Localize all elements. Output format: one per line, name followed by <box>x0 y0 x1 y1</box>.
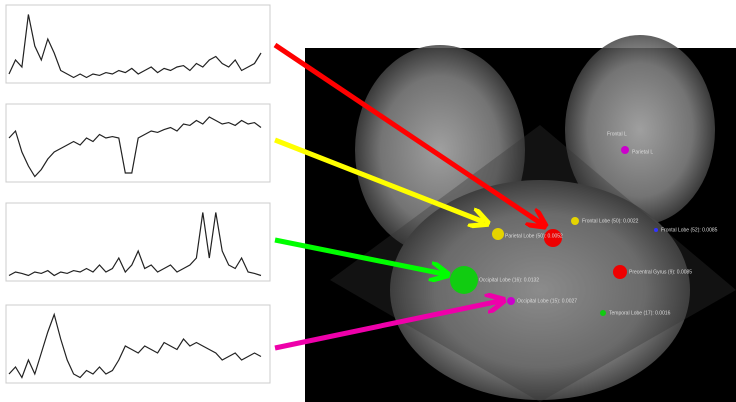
figure: Parietal Lobe (50): 0.0052 Frontal Lobe … <box>0 0 736 402</box>
plot-frame <box>6 5 270 83</box>
brain-label: Temporal Lobe (17): 0.0016 <box>609 310 671 316</box>
brain-label: Occipital Lobe (15): 0.0027 <box>517 298 577 304</box>
sphere <box>571 217 579 225</box>
brain-label: Parietal Lobe (50): 0.0052 <box>505 233 563 239</box>
brain-label: Occipital Lobe (16): 0.0132 <box>479 277 539 283</box>
sphere <box>507 297 515 305</box>
plot-frame <box>6 305 270 383</box>
sphere <box>600 310 606 316</box>
brain-label: Precentral Gyrus (9): 0.0085 <box>629 269 692 275</box>
plot-frame <box>6 104 270 182</box>
brain-label: Frontal Lobe (50): 0.0022 <box>582 218 639 224</box>
plot-frame <box>6 203 270 281</box>
brain-label: Frontal L <box>607 131 627 137</box>
brain-label: Parietal L <box>632 149 653 155</box>
brain-label: Frontal Lobe (52): 0.0085 <box>661 227 718 233</box>
sphere <box>492 228 504 240</box>
sphere <box>621 146 629 154</box>
sphere <box>654 228 658 232</box>
sphere <box>450 266 478 294</box>
sphere <box>613 265 627 279</box>
